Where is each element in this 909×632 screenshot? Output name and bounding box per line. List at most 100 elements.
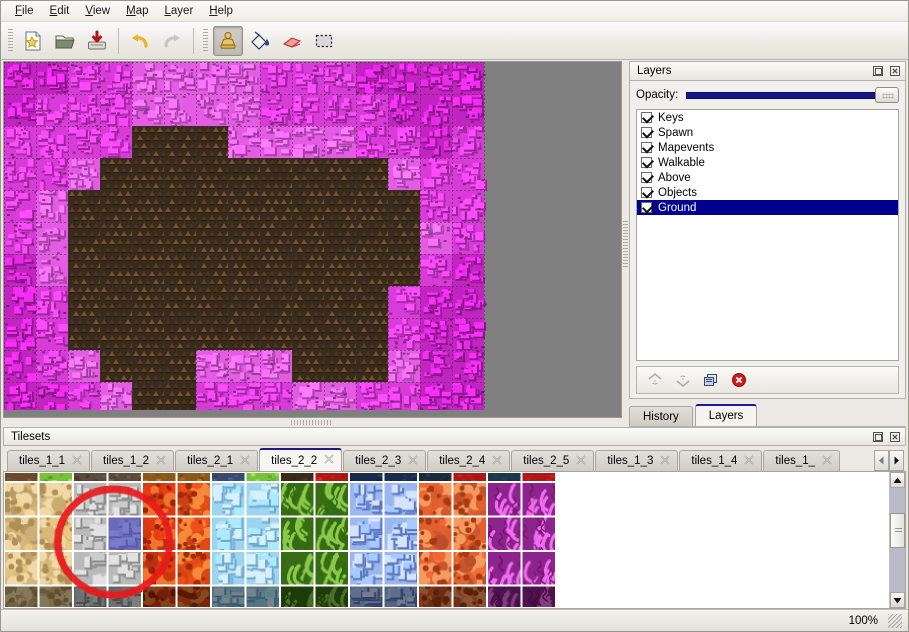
layers-panel-title: Layers: [637, 65, 672, 77]
tileset-tab[interactable]: tiles_1_: [763, 450, 841, 471]
tileset-tab[interactable]: tiles_2_4: [427, 450, 511, 471]
tools-grip[interactable]: [201, 28, 209, 53]
tilesets-dock: Tilesets tiles_1_1 tiles_1_2 tiles_2_1 tile…: [3, 427, 906, 609]
scrollbar-thumb[interactable]: [890, 512, 905, 549]
close-tab-icon[interactable]: [576, 454, 586, 468]
float-panel-icon[interactable]: [871, 64, 885, 78]
layer-visibility-checkbox[interactable]: [641, 112, 652, 123]
scroll-up-icon: [893, 477, 902, 483]
opacity-slider-track: [686, 92, 899, 99]
menu-view[interactable]: View: [85, 5, 111, 17]
select-tool-button[interactable]: [309, 26, 339, 56]
opacity-slider[interactable]: [686, 87, 899, 103]
close-tab-icon[interactable]: [822, 454, 832, 468]
scroll-down-button[interactable]: [890, 592, 905, 608]
open-map-button[interactable]: [50, 26, 80, 56]
chevron-left-icon: [879, 456, 884, 465]
fill-tool-button[interactable]: [245, 26, 275, 56]
editor-body: Layers Opacity: Keys Spawn Mapevents Walkab…: [1, 60, 908, 427]
layer-visibility-checkbox[interactable]: [641, 157, 652, 168]
close-tab-icon[interactable]: [240, 454, 250, 468]
tileset-canvas[interactable]: [4, 472, 558, 608]
tileset-tab[interactable]: tiles_1_1: [7, 450, 91, 471]
scroll-up-button[interactable]: [890, 472, 905, 488]
menu-edit[interactable]: Edit: [49, 5, 70, 17]
tileset-tab[interactable]: tiles_2_3: [343, 450, 427, 471]
tab-scroll-buttons: [874, 450, 904, 471]
move-layer-down-button[interactable]: [671, 369, 695, 391]
tileset-tab-label: tiles_1_2: [103, 455, 150, 467]
tileset-tab-label: tiles_2_1: [187, 455, 234, 467]
resize-grip[interactable]: [888, 613, 902, 628]
scroll-down-icon: [893, 597, 902, 603]
close-tab-icon[interactable]: [156, 454, 166, 468]
new-map-button[interactable]: [18, 26, 48, 56]
dock-tab-layers[interactable]: Layers: [694, 404, 758, 426]
stamp-tool-button[interactable]: [213, 25, 243, 56]
layer-toolbar: [636, 366, 899, 394]
close-tab-icon[interactable]: [72, 454, 82, 468]
dock-tab-history[interactable]: History: [629, 406, 693, 426]
toolbar-grip[interactable]: [6, 28, 14, 53]
horizontal-splitter[interactable]: [1, 418, 622, 427]
layer-row[interactable]: Spawn: [637, 125, 898, 140]
layer-label: Above: [658, 171, 691, 184]
layer-row[interactable]: Above: [637, 170, 898, 185]
tileset-tab[interactable]: tiles_2_5: [511, 450, 595, 471]
close-tab-icon[interactable]: [408, 454, 418, 468]
tileset-view[interactable]: [3, 471, 906, 609]
new-file-icon: [25, 31, 41, 50]
close-tab-icon[interactable]: [660, 454, 670, 468]
opacity-slider-handle[interactable]: [875, 87, 899, 103]
tab-scroll-right-button[interactable]: [889, 450, 904, 471]
tileset-tab-label: tiles_2_3: [355, 455, 402, 467]
layer-visibility-checkbox[interactable]: [641, 142, 652, 153]
layer-visibility-checkbox[interactable]: [641, 202, 652, 213]
layer-visibility-checkbox[interactable]: [641, 172, 652, 183]
map-canvas-area[interactable]: [3, 61, 622, 418]
float-panel-icon[interactable]: [871, 430, 885, 444]
tileset-tab[interactable]: tiles_1_2: [91, 450, 175, 471]
menu-layer[interactable]: Layer: [164, 5, 194, 17]
tab-scroll-left-button[interactable]: [874, 450, 889, 471]
eraser-tool-button[interactable]: [277, 26, 307, 56]
scrollbar-track[interactable]: [890, 488, 905, 592]
map-canvas[interactable]: [4, 62, 621, 410]
layer-visibility-checkbox[interactable]: [641, 127, 652, 138]
undo-button[interactable]: [125, 26, 155, 56]
tileset-tab-bar: tiles_1_1 tiles_1_2 tiles_2_1 tiles_2_2 tile…: [3, 446, 906, 471]
layer-row[interactable]: Walkable: [637, 155, 898, 170]
delete-layer-button[interactable]: [727, 369, 751, 391]
menu-map[interactable]: Map: [126, 5, 149, 17]
tileset-tab[interactable]: tiles_2_2: [259, 448, 343, 471]
menu-file[interactable]: File: [15, 5, 34, 17]
menu-help[interactable]: Help: [209, 5, 233, 17]
layer-row[interactable]: Mapevents: [637, 140, 898, 155]
save-map-button[interactable]: [82, 26, 112, 56]
layer-visibility-checkbox[interactable]: [641, 187, 652, 198]
close-tab-icon[interactable]: [492, 454, 502, 468]
layer-list[interactable]: Keys Spawn Mapevents Walkable Above Objects Gr…: [636, 109, 899, 361]
tileset-tab-label: tiles_2_5: [523, 455, 570, 467]
close-tab-icon[interactable]: [324, 454, 334, 467]
redo-button[interactable]: [157, 26, 187, 56]
tilesets-panel-titlebar: Tilesets: [3, 427, 906, 446]
close-panel-icon[interactable]: [888, 430, 902, 444]
layer-row[interactable]: Ground: [637, 200, 898, 215]
delete-circle-icon: [732, 373, 746, 387]
tileset-tab[interactable]: tiles_2_1: [175, 450, 259, 471]
tileset-vertical-scrollbar[interactable]: [889, 472, 905, 608]
open-folder-icon: [55, 35, 75, 48]
layer-row[interactable]: Objects: [637, 185, 898, 200]
tileset-tab[interactable]: tiles_1_3: [595, 450, 679, 471]
move-layer-up-button[interactable]: [643, 369, 667, 391]
layer-row[interactable]: Keys: [637, 110, 898, 125]
tileset-tab[interactable]: tiles_1_4: [679, 450, 763, 471]
close-tab-icon[interactable]: [744, 454, 754, 468]
vertical-splitter[interactable]: [622, 60, 629, 427]
duplicate-layer-button[interactable]: [699, 369, 723, 391]
tileset-tab-label: tiles_1_3: [607, 455, 654, 467]
tileset-tab-label: tiles_1_4: [691, 455, 738, 467]
close-panel-icon[interactable]: [888, 64, 902, 78]
status-bar: 100%: [1, 609, 908, 631]
